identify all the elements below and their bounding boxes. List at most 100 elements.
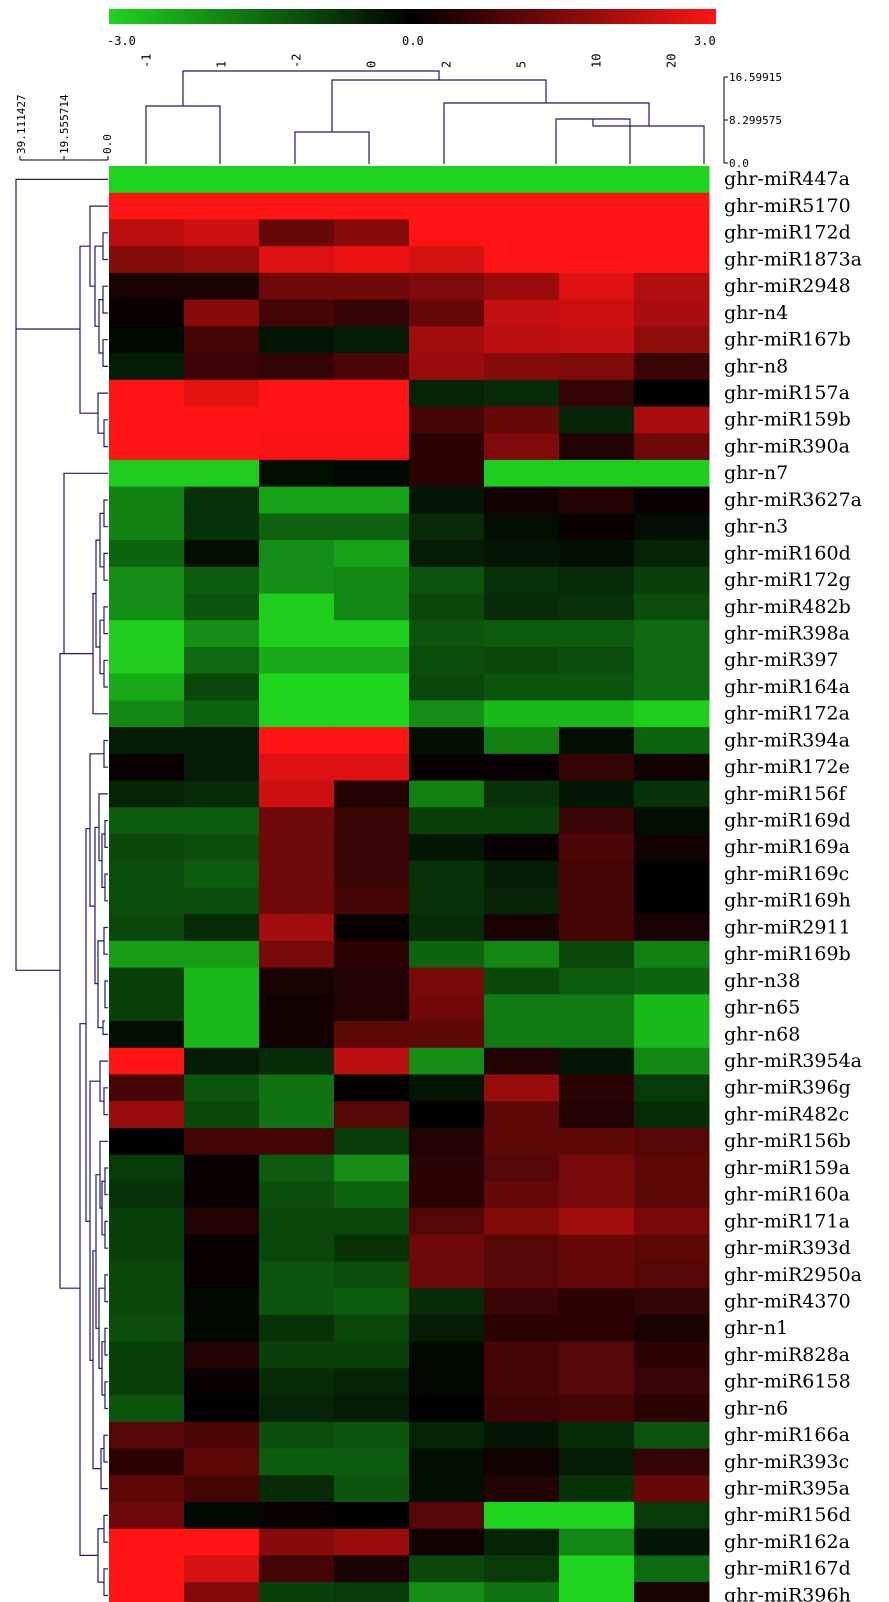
heatmap-cell: [409, 1528, 485, 1556]
heatmap-cell: [559, 727, 635, 755]
heatmap-cell: [634, 166, 710, 194]
heatmap-cell: [109, 834, 185, 862]
heatmap-cell: [259, 1127, 335, 1156]
heatmap-cell: [409, 753, 485, 782]
col-scale-zero: 0.0: [729, 157, 749, 170]
dendrogram-link: [104, 873, 108, 902]
heatmap-cell: [484, 994, 560, 1022]
heatmap-cell: [634, 326, 710, 354]
color-scale-mid-label: 0.0: [402, 34, 424, 48]
heatmap-cell: [409, 353, 485, 381]
heatmap-cell: [184, 727, 260, 755]
row-label: ghr-n68: [724, 1023, 800, 1045]
heatmap-cell: [184, 1421, 260, 1450]
heatmap-cell: [559, 246, 635, 274]
heatmap-cell: [334, 1395, 410, 1423]
heatmap-cell: [259, 1341, 335, 1369]
heatmap-cell: [559, 192, 635, 220]
heatmap-cell: [484, 1528, 560, 1556]
heatmap-cell: [484, 406, 560, 434]
heatmap-cell: [484, 326, 560, 354]
heatmap-cell: [409, 1047, 485, 1075]
dendrogram-link: [104, 1381, 108, 1410]
heatmap-cell: [334, 807, 410, 835]
heatmap-cell: [334, 166, 410, 194]
row-scale-mid: 19.555714: [58, 94, 71, 154]
heatmap-cell: [334, 593, 410, 621]
heatmap-cell: [184, 1154, 260, 1182]
heatmap-cell: [484, 1314, 560, 1343]
heatmap-cell: [259, 1314, 335, 1343]
heatmap-cell: [334, 299, 410, 327]
heatmap-cell: [634, 1582, 710, 1602]
heatmap-cell: [184, 1528, 260, 1556]
heatmap-cell: [484, 1127, 560, 1156]
heatmap-cell: [259, 379, 335, 407]
heatmap-cell: [109, 1395, 185, 1423]
heatmap-cell: [634, 727, 710, 755]
heatmap-cell: [334, 753, 410, 782]
dendrogram-link: [99, 1140, 108, 1209]
row-label: ghr-miR172a: [724, 703, 850, 725]
dendrogram-link: [104, 980, 108, 1009]
heatmap-cell: [184, 1341, 260, 1369]
heatmap-cell: [559, 1101, 635, 1129]
dendrogram-link: [103, 1434, 108, 1463]
row-label: ghr-n8: [724, 355, 788, 377]
dendrogram-link: [63, 472, 108, 655]
row-label: ghr-miR167b: [724, 329, 851, 351]
heatmap-cell: [334, 673, 410, 701]
heatmap-cell: [409, 967, 485, 995]
heatmap-cell: [559, 1528, 635, 1556]
heatmap-cell: [484, 727, 560, 755]
heatmap-cell: [484, 1154, 560, 1182]
heatmap-cell: [109, 1181, 185, 1209]
heatmap-cell: [184, 326, 260, 354]
heatmap-cell: [559, 807, 635, 835]
heatmap-cell: [409, 326, 485, 354]
heatmap-cell: [109, 700, 185, 728]
heatmap-cell: [559, 353, 635, 381]
heatmap-cell: [259, 1208, 335, 1236]
heatmap-cell: [259, 272, 335, 301]
heatmap-cell: [634, 433, 710, 461]
heatmap-cell: [109, 1421, 185, 1450]
heatmap-cell: [109, 673, 185, 701]
dendrogram-link: [103, 1514, 108, 1543]
heatmap-cell: [484, 486, 560, 514]
heatmap-cell: [634, 1047, 710, 1075]
heatmap-cell: [559, 486, 635, 514]
heatmap-cell: [109, 272, 185, 301]
dendrogram-link: [103, 1568, 108, 1597]
heatmap-cell: [559, 1448, 635, 1476]
heatmap-cell: [409, 406, 485, 434]
heatmap-cell: [409, 1395, 485, 1423]
row-label: ghr-miR169b: [724, 943, 851, 965]
heatmap-cell: [184, 1395, 260, 1423]
heatmap-cell: [334, 727, 410, 755]
heatmap-cell: [259, 326, 335, 354]
heatmap-cell: [259, 1074, 335, 1102]
heatmap-cell: [334, 940, 410, 969]
heatmap-cell: [184, 620, 260, 648]
row-scale-max: 39.111427: [15, 94, 28, 154]
heatmap-cell: [184, 219, 260, 247]
heatmap-cell: [634, 406, 710, 434]
dendrogram-link: [103, 552, 108, 581]
row-label: ghr-miR2950a: [724, 1264, 862, 1286]
dendrogram-link: [104, 1274, 108, 1303]
heatmap-cell: [409, 620, 485, 648]
heatmap-cell: [409, 1154, 485, 1182]
row-label: ghr-miR4370: [724, 1290, 851, 1312]
heatmap-cell: [634, 1368, 710, 1396]
dendrogram-link: [15, 178, 108, 330]
dendrogram-link: [331, 79, 547, 132]
row-label: ghr-miR172g: [724, 569, 851, 591]
heatmap-cell: [634, 753, 710, 782]
heatmap-cell: [109, 1127, 185, 1156]
heatmap-cell: [409, 540, 485, 568]
col-scale-mid: 8.299575: [729, 114, 782, 127]
heatmap-cell: [109, 1582, 185, 1602]
heatmap-cell: [259, 1368, 335, 1396]
heatmap-cell: [259, 1582, 335, 1602]
